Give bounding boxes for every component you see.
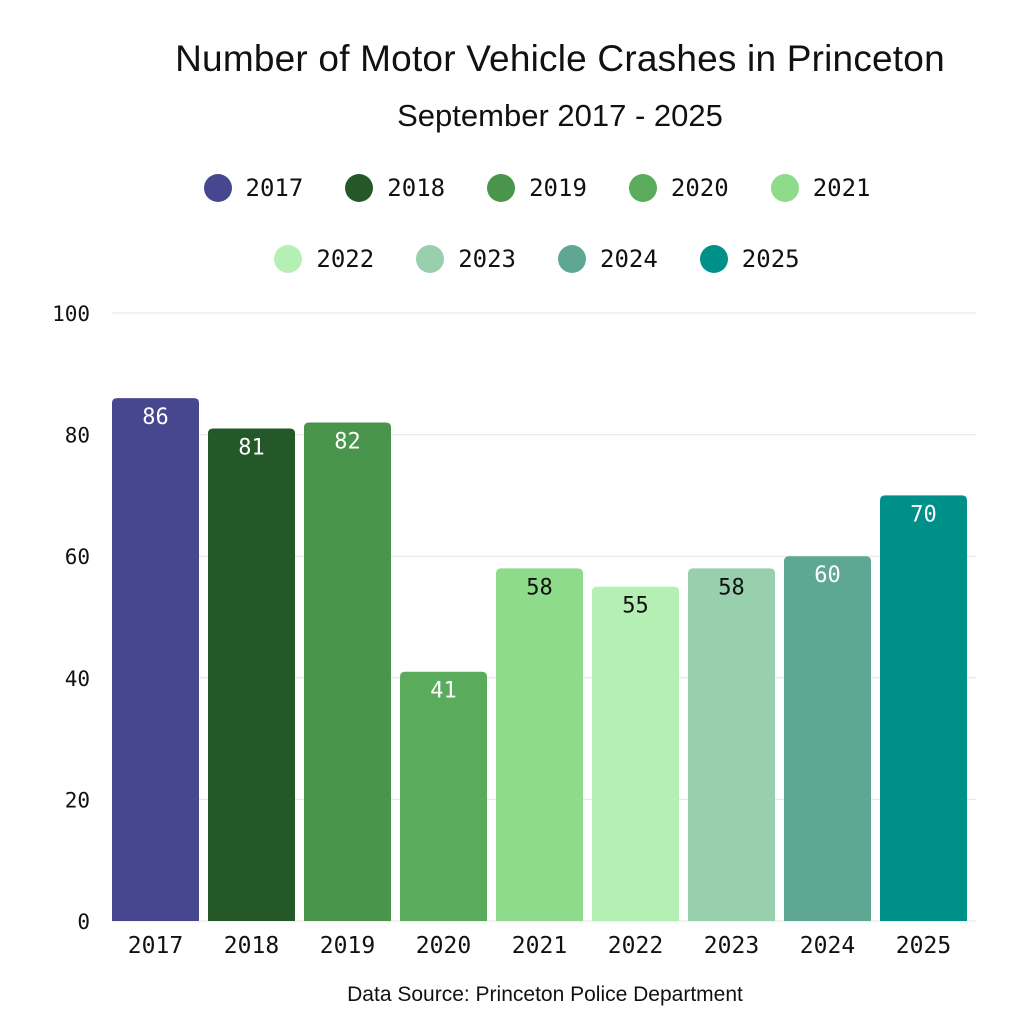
x-tick-label-2023: 2023	[704, 933, 759, 959]
legend-label: 2024	[600, 245, 658, 273]
x-tick-label-2021: 2021	[512, 933, 567, 959]
legend-row-1: 2017 2018 2019 2020 2021	[0, 174, 1024, 202]
bar-2023[interactable]	[688, 568, 775, 921]
x-tick-label-2017: 2017	[128, 933, 183, 959]
bar-2021[interactable]	[496, 568, 583, 921]
y-tick-label-60: 60	[65, 545, 90, 569]
legend-swatch	[699, 245, 728, 273]
data-label-2019: 82	[334, 429, 361, 454]
y-tick-label-40: 40	[65, 667, 90, 691]
bar-2019[interactable]	[304, 422, 391, 921]
data-label-2021: 58	[526, 575, 553, 600]
legend-swatch	[558, 245, 586, 273]
x-tick-label-2022: 2022	[608, 933, 663, 959]
x-tick-label-2025: 2025	[896, 933, 951, 959]
x-axis: 2017 2018 2019 2020 2021 2022 2023 2024 2025	[128, 933, 951, 959]
legend-swatch	[203, 174, 232, 202]
legend-label: 2017	[245, 174, 304, 202]
bar-2024[interactable]	[784, 556, 871, 921]
x-tick-label-2024: 2024	[800, 933, 855, 959]
data-label-2024: 60	[814, 563, 841, 588]
data-label-2018: 81	[238, 436, 265, 461]
bar-2022[interactable]	[592, 586, 679, 921]
legend-label: 2018	[387, 174, 446, 202]
bar-2020[interactable]	[400, 671, 487, 921]
y-axis: 0 20 40 60 80 100	[52, 302, 90, 934]
y-tick-label-80: 80	[65, 424, 90, 448]
legend-item-2020[interactable]: 2020	[628, 174, 729, 202]
x-tick-label-2018: 2018	[224, 933, 279, 959]
chart-subtitle: September 2017 - 2025	[397, 98, 723, 133]
legend-item-2024[interactable]: 2024	[558, 245, 658, 273]
legend-swatch	[770, 174, 799, 202]
y-tick-label-100: 100	[52, 302, 90, 326]
legend-label: 2025	[741, 245, 800, 273]
data-label-2020: 41	[430, 679, 457, 704]
y-tick-label-0: 0	[77, 910, 90, 934]
bar-2018[interactable]	[208, 428, 295, 921]
bar-2017[interactable]	[112, 398, 199, 921]
x-tick-label-2019: 2019	[320, 933, 375, 959]
data-label-2022: 55	[622, 594, 649, 619]
legend-item-2021[interactable]: 2021	[770, 174, 871, 202]
legend-swatch	[274, 245, 303, 273]
legend-swatch	[416, 245, 445, 273]
legend-swatch	[487, 174, 516, 202]
legend-swatch	[628, 174, 657, 202]
legend-item-2019[interactable]: 2019	[487, 174, 587, 202]
legend-item-2025[interactable]: 2025	[699, 245, 800, 273]
data-source-note: Data Source: Princeton Police Department	[347, 983, 743, 1006]
legend-label: 2022	[316, 245, 375, 273]
legend-label: 2023	[458, 245, 516, 273]
bar-2025[interactable]	[880, 495, 967, 921]
legend-item-2023[interactable]: 2023	[416, 245, 516, 273]
data-label-2025: 70	[910, 502, 937, 527]
legend-label: 2021	[812, 174, 871, 202]
legend-row-2: 2022 2023 2024 2025	[0, 245, 1024, 273]
bars: 86 81 82 41 58 55 58 60 70	[112, 398, 967, 921]
legend-item-2018[interactable]: 2018	[345, 174, 445, 202]
legend-item-2017[interactable]: 2017	[203, 174, 304, 202]
legend-label: 2020	[670, 174, 729, 202]
data-label-2017: 86	[142, 405, 169, 430]
x-tick-label-2020: 2020	[416, 933, 471, 959]
data-label-2023: 58	[718, 575, 745, 600]
y-tick-label-20: 20	[65, 788, 90, 812]
legend-swatch	[345, 174, 374, 202]
chart-title: Number of Motor Vehicle Crashes in Princ…	[175, 38, 945, 79]
legend-item-2022[interactable]: 2022	[274, 245, 374, 273]
legend-label: 2019	[529, 174, 587, 202]
